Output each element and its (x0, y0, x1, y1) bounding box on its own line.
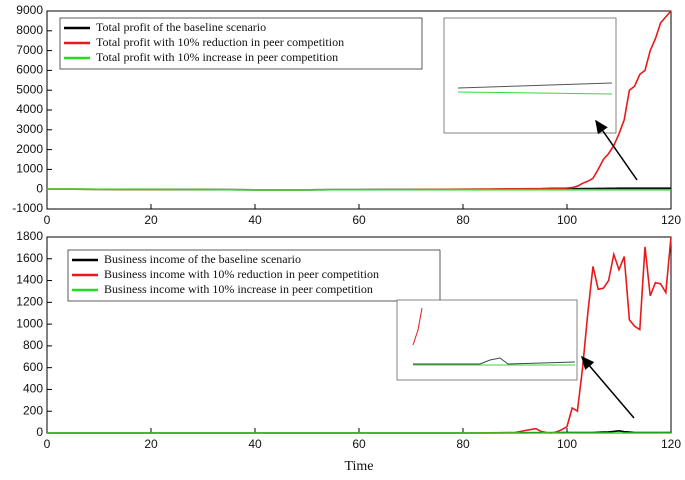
inset-line (457, 82, 613, 89)
y-tick-label: 5000 (16, 82, 43, 96)
x-tick-label: 100 (557, 213, 577, 227)
inset (443, 17, 617, 134)
y-tick-label: 2000 (16, 142, 43, 156)
legend-label: Business income with 10% increase in pee… (104, 282, 373, 296)
legend-label: Total profit with 10% increase in peer c… (96, 50, 338, 64)
arrow (581, 355, 635, 419)
x-tick-label: 40 (248, 437, 262, 451)
y-tick-label: 8000 (16, 23, 43, 37)
x-tick-label: 120 (661, 213, 681, 227)
inset-line (412, 307, 423, 346)
legend-label: Total profit with 10% reduction in peer … (96, 35, 344, 49)
legend-box (67, 249, 441, 302)
arrow (595, 119, 638, 181)
x-tick-label: 60 (352, 213, 366, 227)
y-tick-label: 1200 (16, 295, 43, 309)
x-axis-label: Time (344, 459, 373, 474)
x-tick-label: 80 (456, 437, 470, 451)
y-tick-label: 0 (36, 425, 43, 439)
y-tick-label: 400 (23, 382, 43, 396)
y-tick-label: 200 (23, 403, 43, 417)
y-tick-label: 1800 (16, 229, 43, 243)
y-tick-label: 600 (23, 360, 43, 374)
x-tick-label: 80 (456, 213, 470, 227)
y-tick-label: 800 (23, 338, 43, 352)
x-tick-label: 20 (144, 213, 158, 227)
y-tick-label: 1000 (16, 162, 43, 176)
legend-label: Total profit of the baseline scenario (96, 20, 266, 34)
y-tick-label: 0 (36, 181, 43, 195)
x-tick-label: 40 (248, 213, 262, 227)
series-line (47, 188, 671, 191)
insets (396, 17, 638, 419)
x-tick-label: 60 (352, 437, 366, 451)
y-tick-label: 1000 (16, 316, 43, 330)
inset (396, 299, 578, 381)
y-tick-label: -1000 (12, 201, 43, 215)
x-tick-label: 20 (144, 437, 158, 451)
legend-label: Business income of the baseline scenario (104, 252, 301, 266)
x-tick-label: 0 (44, 213, 51, 227)
x-tick-label: 0 (44, 437, 51, 451)
y-tick-label: 3000 (16, 122, 43, 136)
y-tick-label: 9000 (16, 3, 43, 17)
panel: -100001000200030004000500060007000800090… (12, 3, 681, 227)
y-tick-label: 7000 (16, 43, 43, 57)
y-tick-label: 6000 (16, 63, 43, 77)
inset-line (457, 91, 613, 95)
inset-line (413, 357, 576, 365)
y-tick-label: 1400 (16, 273, 43, 287)
panel: 0 200 400 600 800 1000 1200 1400 1600 1800 0 20 40 60… (16, 229, 681, 474)
x-tick-label: 100 (557, 437, 577, 451)
legend-box (59, 17, 423, 70)
y-tick-label: 1600 (16, 251, 43, 265)
legend-label: Business income with 10% reduction in pe… (104, 267, 379, 281)
x-tick-label: 120 (661, 437, 681, 451)
y-tick-label: 4000 (16, 102, 43, 116)
